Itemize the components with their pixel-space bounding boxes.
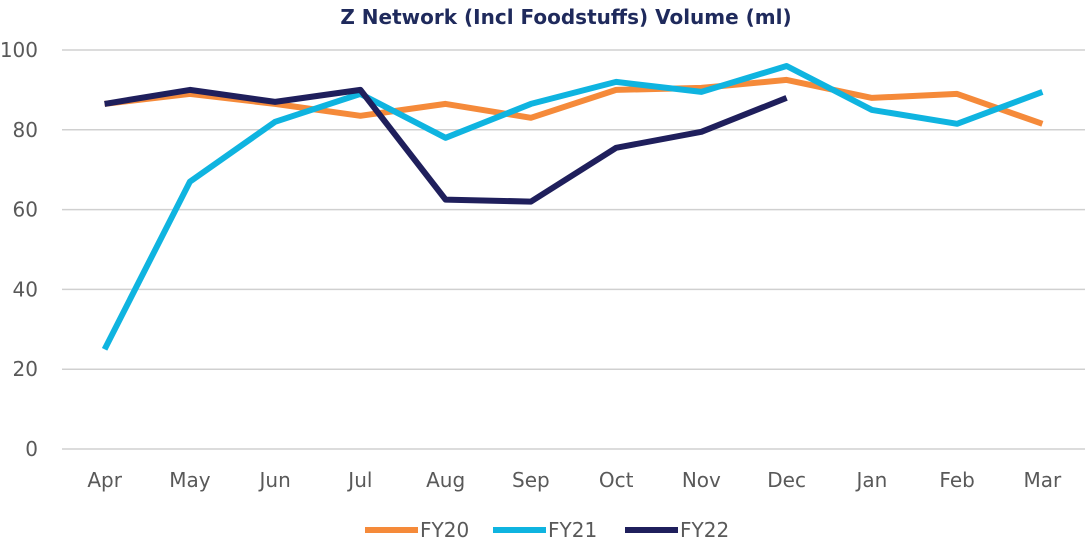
x-tick-label: Jan xyxy=(854,468,887,492)
legend-label-fy22: FY22 xyxy=(680,518,729,542)
y-tick-label: 80 xyxy=(13,118,38,142)
gridlines xyxy=(62,49,1085,450)
series-line-fy21 xyxy=(101,63,1044,351)
legend-label-fy20: FY20 xyxy=(420,518,469,542)
x-tick-label: Dec xyxy=(767,468,806,492)
x-tick-label: Jun xyxy=(258,468,291,492)
x-tick-label: Mar xyxy=(1024,468,1063,492)
y-axis-tick-labels: 0 20 40 60 80 100 xyxy=(0,38,38,461)
y-tick-label: 40 xyxy=(13,277,38,301)
x-tick-label: Sep xyxy=(512,468,550,492)
x-tick-label: Oct xyxy=(599,468,634,492)
y-tick-label: 0 xyxy=(25,437,38,461)
x-tick-label: May xyxy=(169,468,211,492)
legend-label-fy21: FY21 xyxy=(548,518,597,542)
y-tick-label: 20 xyxy=(13,357,38,381)
x-tick-label: Jul xyxy=(346,468,372,492)
chart-title: Z Network (Incl Foodstuffs) Volume (ml) xyxy=(340,5,791,29)
x-tick-label: Nov xyxy=(682,468,721,492)
x-tick-label: Feb xyxy=(939,468,974,492)
series-line-fy22 xyxy=(104,86,788,205)
legend: FY20 FY21 FY22 xyxy=(365,518,729,542)
x-axis-tick-labels: Apr May Jun Jul Aug Sep Oct Nov Dec Jan Feb Mar xyxy=(87,468,1062,492)
x-tick-label: Apr xyxy=(87,468,122,492)
series-lines xyxy=(101,63,1044,351)
x-tick-label: Aug xyxy=(426,468,465,492)
y-tick-label: 100 xyxy=(0,38,38,62)
y-tick-label: 60 xyxy=(13,198,38,222)
